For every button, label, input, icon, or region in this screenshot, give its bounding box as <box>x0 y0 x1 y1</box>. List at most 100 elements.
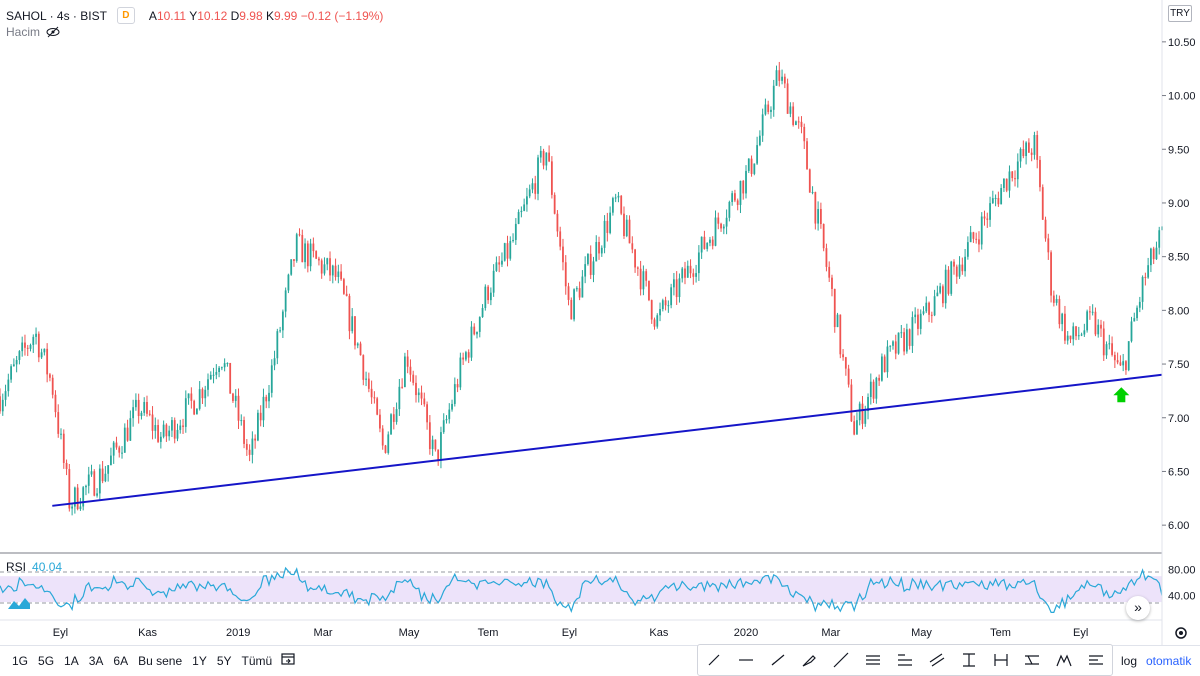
candle <box>966 236 969 260</box>
projection-icon[interactable] <box>1080 645 1112 675</box>
candle <box>944 264 947 309</box>
fib-retracement-icon[interactable] <box>889 645 921 675</box>
candle <box>40 348 43 359</box>
time-tick-label: Tem <box>478 627 499 639</box>
tradingview-logo-icon[interactable] <box>6 595 32 613</box>
extended-line-icon[interactable] <box>825 645 857 675</box>
expand-arrows-button[interactable]: » <box>1126 596 1150 620</box>
candle <box>107 465 110 482</box>
candle <box>168 425 171 441</box>
goto-date-icon[interactable] <box>281 652 295 666</box>
candle <box>695 264 697 283</box>
range-all[interactable]: Tümü <box>241 654 273 668</box>
candle <box>0 388 1 414</box>
candle <box>234 389 237 408</box>
pattern-icon[interactable] <box>1016 645 1048 675</box>
candle <box>1 393 4 416</box>
candle <box>603 215 606 254</box>
candle <box>983 210 986 226</box>
candle <box>73 486 76 514</box>
auto-scale-toggle[interactable]: otomatik <box>1146 654 1192 668</box>
candle <box>1025 141 1028 165</box>
ray-icon[interactable] <box>762 645 794 675</box>
candle <box>379 409 381 433</box>
candle <box>218 365 220 378</box>
candle <box>856 412 858 435</box>
candle <box>137 393 140 424</box>
trendline[interactable] <box>52 373 1163 507</box>
candle <box>684 261 686 285</box>
range-5d[interactable]: 5G <box>38 654 55 668</box>
date-range-icon[interactable] <box>953 645 985 675</box>
candle <box>26 344 29 357</box>
candle <box>51 374 54 399</box>
candle <box>581 270 584 298</box>
candle <box>833 288 836 333</box>
candle <box>734 189 736 203</box>
currency-badge[interactable]: TRY <box>1168 5 1192 22</box>
candle <box>503 242 506 262</box>
candle <box>661 298 664 312</box>
pitchfork-icon[interactable] <box>857 645 889 675</box>
candle <box>204 385 207 407</box>
settings-gear-icon[interactable] <box>1175 627 1187 639</box>
candle <box>1136 305 1138 321</box>
candle <box>428 415 431 455</box>
candle <box>434 439 437 452</box>
range-ytd[interactable]: Bu sene <box>138 654 183 668</box>
candle <box>190 387 193 409</box>
candle <box>337 264 340 284</box>
price-range-icon[interactable] <box>985 645 1017 675</box>
range-1d[interactable]: 1G <box>12 654 29 668</box>
drawing-tools-panel <box>697 644 1113 676</box>
range-3m[interactable]: 3A <box>88 654 104 668</box>
horizontal-line-icon[interactable] <box>730 645 762 675</box>
range-5y[interactable]: 5Y <box>216 654 232 668</box>
candle <box>686 260 689 278</box>
arrow-icon[interactable] <box>794 645 826 675</box>
candle <box>736 198 739 211</box>
candle <box>836 312 839 328</box>
price-tick-label: 8.50 <box>1168 252 1189 264</box>
candle <box>575 286 578 292</box>
candle <box>1050 250 1052 303</box>
candle <box>925 296 928 314</box>
range-6m[interactable]: 6A <box>113 654 129 668</box>
candle <box>753 163 756 176</box>
symbol-line[interactable]: SAHOL · 4s · BIST <box>6 8 107 23</box>
candle <box>537 154 539 201</box>
price-tick-label: 8.00 <box>1168 305 1189 317</box>
candle <box>318 256 320 266</box>
candle <box>465 350 467 362</box>
candle <box>462 352 465 365</box>
candle <box>745 165 747 199</box>
candle <box>459 352 462 391</box>
price-change: −0.12 (−1.19%) <box>300 8 384 23</box>
candle <box>545 152 548 171</box>
range-1y[interactable]: 1Y <box>192 654 207 668</box>
candle <box>1058 295 1061 329</box>
candle <box>914 307 917 324</box>
log-scale-toggle[interactable]: log <box>1121 654 1138 668</box>
candle <box>844 356 847 376</box>
candle <box>808 168 811 193</box>
candle <box>919 309 922 335</box>
head-shoulders-icon[interactable] <box>1048 645 1080 675</box>
candle <box>193 399 196 416</box>
candle <box>18 350 21 365</box>
candle <box>539 146 542 163</box>
candle <box>226 362 229 367</box>
candle <box>509 236 512 261</box>
candle <box>950 260 953 296</box>
candle <box>21 336 24 357</box>
parallel-channel-icon[interactable] <box>921 645 953 675</box>
range-1m[interactable]: 1A <box>64 654 79 668</box>
candle <box>1036 130 1039 169</box>
candle <box>329 251 331 282</box>
candle <box>453 377 456 407</box>
eye-hidden-icon[interactable] <box>46 26 60 38</box>
time-tick-label: Kas <box>138 627 157 639</box>
candle <box>98 464 101 500</box>
trend-line-icon[interactable] <box>698 645 730 675</box>
